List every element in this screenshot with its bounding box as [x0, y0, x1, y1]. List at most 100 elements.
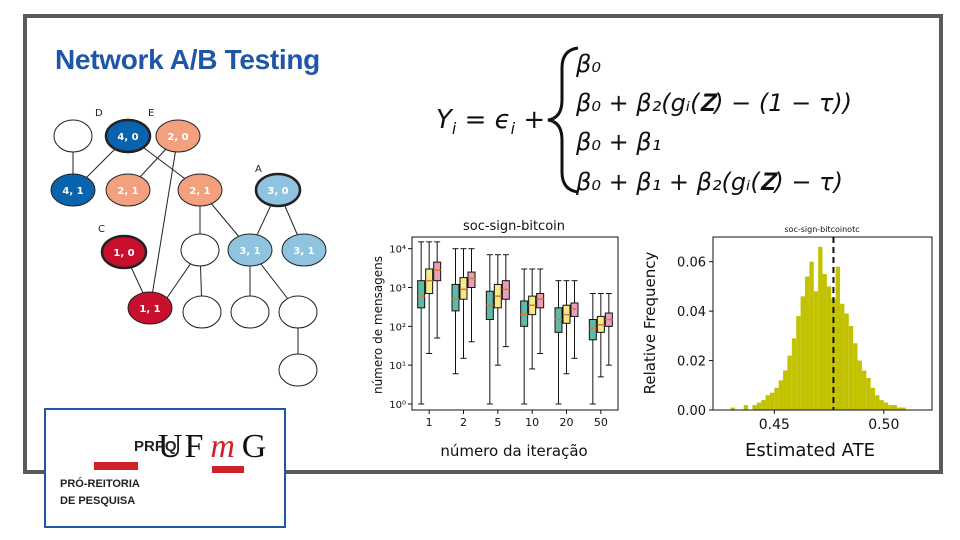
case-1: β₀	[575, 50, 601, 78]
graph-node-label: 3, 1	[293, 246, 314, 257]
case-4: β₀ + β₁ + β₂(gᵢ(𝐙) − τ)	[575, 168, 843, 196]
prpq-text: PRPQ	[134, 438, 177, 455]
boxplot-ytick-label: 10¹	[389, 361, 406, 372]
graph-node	[50, 173, 96, 207]
histogram-bar	[879, 400, 884, 410]
histogram-bar	[831, 298, 836, 410]
graph-node-label: 2, 0	[167, 132, 188, 143]
eq-lhs: Y	[436, 105, 454, 135]
graph-node	[227, 233, 273, 267]
histogram-bar	[835, 266, 841, 410]
boxplot-xtick-label: 2	[460, 416, 467, 429]
graph-node	[278, 353, 318, 387]
histogram-bar	[778, 380, 784, 410]
boxplot-ytick-label: 10⁴	[389, 245, 406, 256]
histogram-bar	[875, 395, 880, 410]
boxplot-xtick-label: 50	[594, 416, 608, 429]
case-2: β₀ + β₂(gᵢ(𝐙) − (1 − τ))	[575, 89, 852, 117]
graph-node-label: 2, 1	[117, 186, 138, 197]
graph-node	[155, 119, 201, 153]
pro-reitoria-line1: PRÓ-REITORIA	[60, 478, 140, 490]
boxplot-xtick-label: 5	[494, 416, 501, 429]
histogram-bar	[791, 338, 797, 410]
graph-node	[180, 233, 220, 267]
node-label-e: E	[148, 108, 154, 119]
graph-node	[278, 295, 318, 329]
histogram-bar	[870, 387, 876, 410]
boxplot-xlabel: número da iteração	[440, 442, 587, 460]
histogram-bar	[818, 246, 823, 410]
histogram-bar	[783, 370, 788, 410]
slide-title: Network A/B Testing	[55, 44, 320, 75]
histogram-bar	[844, 313, 849, 410]
boxplot-axes	[411, 236, 619, 411]
boxplot-box	[417, 280, 426, 309]
eq-epsilon-sub: i	[511, 119, 516, 138]
graph-node-label: 2, 1	[189, 186, 210, 197]
histogram-bar	[853, 343, 858, 410]
graph-node-label: 4, 0	[117, 132, 138, 143]
boxplot-title: soc-sign-bitcoin	[463, 219, 565, 234]
boxplot-box	[433, 261, 442, 282]
histogram-bar	[813, 291, 819, 410]
histogram-bar	[848, 325, 854, 410]
node-label-c: C	[98, 224, 105, 235]
histogram-bar	[896, 407, 902, 410]
eq-brace	[547, 46, 579, 194]
ufmg-uf: UF	[158, 428, 206, 465]
histogram-bar	[861, 370, 867, 410]
ufmg-bar	[212, 466, 244, 473]
ufmg-m: m	[210, 428, 237, 465]
pro-reitoria-line2: DE PESQUISA	[60, 495, 136, 507]
graph-node-label: 4, 1	[62, 186, 83, 197]
graph-node	[53, 119, 93, 153]
graph-node-label: 3, 0	[267, 186, 288, 197]
graph-node-label: 1, 0	[113, 248, 134, 259]
histogram-bar	[743, 405, 749, 410]
histogram-ytick-label: 0.02	[677, 355, 706, 370]
histogram-bar	[804, 276, 810, 410]
histogram-title: soc-sign-bitcoinotc	[784, 225, 859, 234]
eq-equals: =	[456, 105, 494, 135]
histogram-bar	[761, 400, 766, 410]
ufmg-text: UF m G	[158, 428, 268, 466]
graph-node-label: 3, 1	[239, 246, 260, 257]
histogram-bar	[752, 405, 757, 410]
eq-lhs-sub: i	[452, 119, 457, 138]
graph-node	[254, 172, 302, 208]
node-label-d: D	[95, 108, 103, 119]
histogram-bar	[840, 303, 845, 410]
histogram-xtick-label: 0.50	[868, 417, 899, 433]
graph-node	[127, 291, 173, 325]
case-3: β₀ + β₁	[575, 128, 661, 156]
boxplot-box	[520, 300, 529, 327]
node-label-a: A	[255, 164, 262, 175]
eq-epsilon: ϵ	[495, 105, 511, 135]
histogram-bar	[796, 316, 801, 410]
histogram-bar	[892, 405, 897, 410]
graph-node	[100, 234, 148, 270]
histogram-ytick-label: 0.04	[677, 305, 706, 320]
graph-node	[281, 233, 327, 267]
boxplot-box	[451, 283, 460, 312]
histogram-bar	[730, 407, 735, 410]
histogram-bar	[765, 395, 770, 410]
graph-node	[177, 173, 223, 207]
histogram-bar	[787, 355, 792, 410]
eq-plus: +	[515, 105, 545, 135]
histogram-ytick-label: 0.06	[677, 256, 706, 271]
histogram-bar	[809, 261, 814, 410]
boxplot-box	[588, 319, 597, 341]
histogram-xlabel: Estimated ATE	[745, 440, 875, 461]
histogram-bar	[901, 407, 906, 410]
histogram-axes	[712, 236, 933, 411]
histogram-bar	[800, 296, 805, 410]
histogram-bar	[756, 402, 762, 410]
boxplot-box	[467, 271, 476, 289]
histogram-bar	[883, 402, 889, 410]
boxplot-ytick-label: 10⁰	[389, 400, 406, 411]
graph-node-label: 1, 1	[139, 304, 160, 315]
